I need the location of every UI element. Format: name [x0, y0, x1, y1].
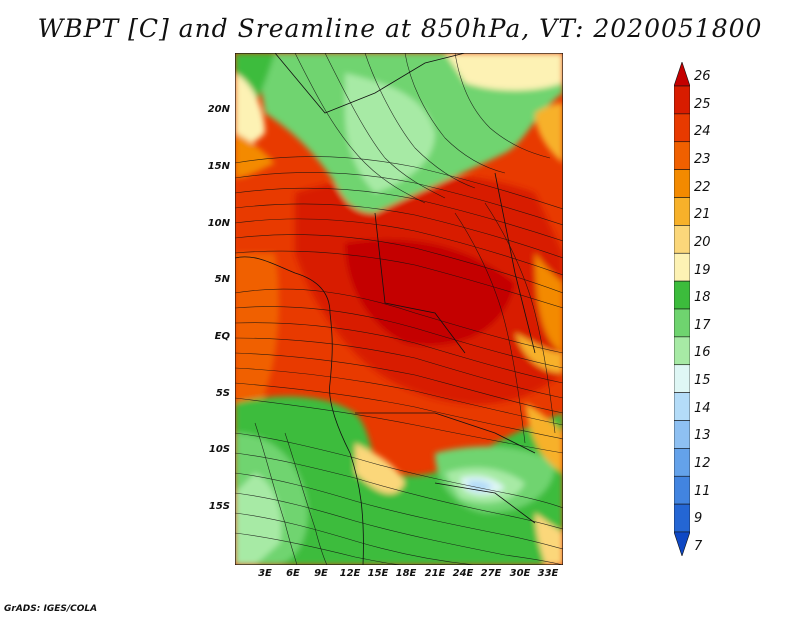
lon-label-30e: 30E — [509, 568, 531, 579]
colorbar-segment — [674, 392, 690, 421]
wbpt-region-20-south — [355, 443, 405, 494]
colorbar-label: 16 — [694, 345, 711, 361]
border-south2 — [434, 482, 536, 524]
lon-label-33e: 33E — [537, 568, 559, 579]
colorbar-segment — [674, 280, 690, 310]
chart-title: WBPT [C] and Sreamline at 850hPa, VT: 20… — [37, 14, 763, 43]
lat-label-10n: 10N — [207, 218, 230, 229]
wbpt-region-19-ne — [445, 53, 563, 91]
lon-label-24e: 24E — [452, 568, 474, 579]
wbpt-region-20-se — [535, 513, 563, 565]
lon-label-3e: 3E — [258, 568, 272, 579]
lon-label-27e: 27E — [480, 568, 502, 579]
colorbar-label: 14 — [694, 400, 711, 416]
colorbar-label: 15 — [694, 373, 711, 389]
wbpt-region-21-lake — [515, 333, 563, 373]
colorbar-segment — [674, 197, 690, 226]
grads-credit: GrADS: IGES/COLA — [4, 604, 98, 614]
border-north — [274, 53, 466, 114]
wbpt-region-14-se — [467, 480, 493, 492]
lat-label-5s: 5S — [215, 388, 230, 399]
colorbar-label: 18 — [694, 290, 711, 306]
wbpt-region-26 — [345, 239, 515, 346]
lon-label-15e: 15E — [367, 568, 389, 579]
colorbar-segment — [674, 364, 690, 393]
colorbar-segment — [674, 113, 690, 143]
colorbar-label: 11 — [694, 483, 711, 499]
wbpt-region-22-east — [535, 253, 563, 353]
wbpt-region-16-sw — [235, 473, 282, 565]
colorbar-label: 26 — [694, 69, 711, 84]
lat-label-5n: 5N — [214, 274, 230, 285]
lat-label-15n: 15N — [207, 161, 230, 172]
colorbar-label: 22 — [694, 179, 711, 195]
border-south — [355, 412, 536, 454]
colorbar-segment — [674, 420, 690, 449]
colorbar-label: 9 — [694, 511, 703, 527]
colorbar-segment — [674, 308, 690, 338]
colorbar-segment — [674, 225, 690, 254]
wbpt-region-21-se — [525, 403, 563, 473]
lon-label-9e: 9E — [314, 568, 328, 579]
lat-label-10s: 10S — [208, 444, 230, 455]
colorbar-label: 21 — [694, 207, 711, 223]
border-central — [374, 212, 466, 354]
colorbar-segment — [674, 475, 690, 505]
wbpt-region-16-north — [345, 73, 435, 193]
colorbar-label: 12 — [694, 456, 711, 472]
wbpt-region-19-nw — [235, 73, 265, 148]
colorbar-segments — [674, 62, 690, 556]
lon-label-12e: 12E — [339, 568, 361, 579]
lon-label-21e: 21E — [424, 568, 446, 579]
border-east — [494, 172, 536, 354]
colorbar-label: 13 — [694, 428, 711, 444]
wbpt-region-21-ne — [535, 103, 563, 163]
colorbar-segment — [674, 448, 690, 477]
wbpt-region-23-west — [235, 253, 279, 413]
colorbar-top-triangle — [674, 62, 690, 87]
colorbar-label: 17 — [694, 317, 711, 333]
lat-label-20n: 20N — [207, 104, 230, 115]
coastline-west — [235, 256, 364, 565]
colorbar-segment — [674, 252, 690, 282]
colorbar-label: 23 — [694, 151, 711, 167]
lon-label-6e: 6E — [286, 568, 300, 579]
colorbar-bottom-triangle — [674, 531, 690, 556]
colorbar-segment — [674, 85, 690, 115]
colorbar-label: 24 — [694, 124, 711, 140]
colorbar-label: 19 — [694, 262, 711, 278]
wbpt-streamline-map — [235, 53, 563, 565]
colorbar — [674, 62, 690, 556]
streamlines — [235, 53, 563, 565]
colorbar-label: 20 — [694, 234, 711, 250]
country-borders — [235, 53, 536, 565]
lon-label-18e: 18E — [395, 568, 417, 579]
colorbar-segment — [674, 503, 690, 533]
colorbar-segment — [674, 141, 690, 170]
wbpt-region-22-nw — [235, 133, 275, 178]
colorbar-label: 7 — [694, 539, 703, 554]
colorbar-label: 25 — [694, 96, 711, 112]
colorbar-segment — [674, 336, 690, 366]
lat-label-15s: 15S — [208, 501, 230, 512]
lat-label-eq: EQ — [214, 331, 230, 342]
colorbar-segment — [674, 169, 690, 198]
